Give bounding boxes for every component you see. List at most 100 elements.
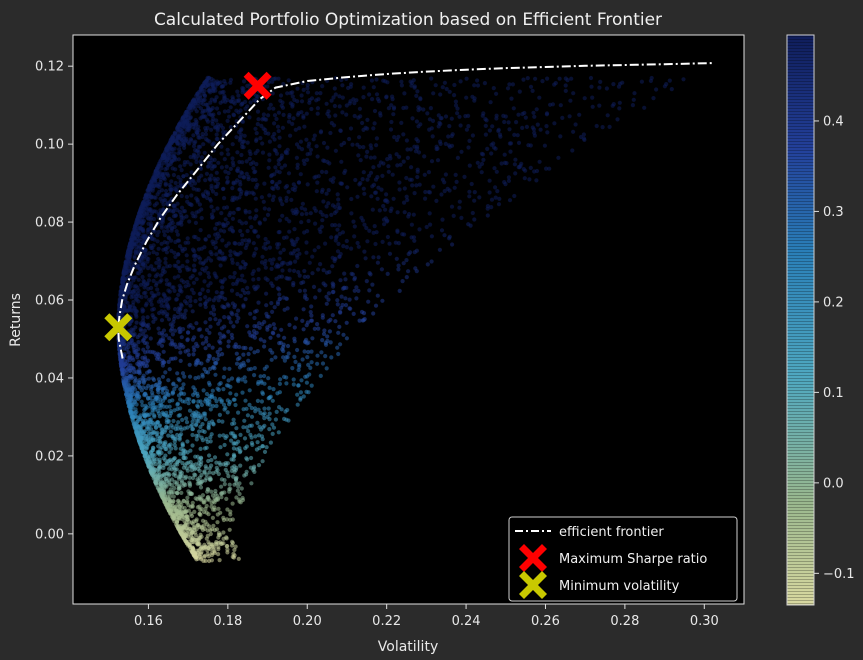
portfolio-point — [341, 244, 346, 249]
portfolio-point — [337, 223, 342, 228]
portfolio-point — [329, 121, 334, 126]
portfolio-point — [369, 194, 374, 199]
portfolio-point — [238, 135, 243, 140]
portfolio-point — [177, 244, 183, 249]
portfolio-point — [206, 83, 211, 88]
portfolio-point — [217, 558, 222, 563]
portfolio-point — [177, 283, 182, 288]
portfolio-point — [314, 189, 319, 194]
portfolio-point — [318, 262, 323, 267]
portfolio-point — [173, 254, 178, 260]
portfolio-point — [151, 474, 156, 479]
portfolio-point — [243, 208, 248, 213]
portfolio-point — [335, 192, 340, 197]
portfolio-point — [275, 286, 281, 291]
portfolio-point — [152, 209, 157, 214]
portfolio-point — [300, 318, 305, 323]
portfolio-point — [155, 239, 160, 244]
portfolio-point — [163, 256, 168, 261]
portfolio-point — [143, 357, 148, 362]
portfolio-point — [487, 178, 492, 183]
portfolio-point — [143, 263, 148, 268]
portfolio-point — [222, 229, 227, 234]
portfolio-point — [340, 95, 345, 100]
portfolio-point — [198, 424, 203, 430]
portfolio-point — [162, 233, 167, 238]
portfolio-point — [183, 308, 188, 313]
portfolio-point — [302, 274, 307, 279]
portfolio-point — [288, 133, 293, 138]
portfolio-point — [151, 315, 156, 320]
portfolio-point — [224, 496, 229, 501]
portfolio-point — [371, 311, 376, 316]
portfolio-point — [122, 346, 127, 351]
portfolio-point — [326, 201, 331, 206]
portfolio-point — [212, 455, 218, 460]
portfolio-point — [152, 237, 157, 242]
portfolio-point — [422, 154, 427, 159]
portfolio-point — [222, 205, 227, 210]
portfolio-point — [262, 449, 268, 454]
portfolio-point — [172, 316, 177, 321]
portfolio-point — [256, 117, 261, 122]
portfolio-point — [306, 362, 311, 367]
portfolio-point — [197, 291, 202, 297]
portfolio-point — [214, 527, 220, 532]
portfolio-point — [141, 315, 146, 320]
portfolio-point — [219, 144, 224, 149]
portfolio-point — [631, 97, 636, 102]
portfolio-point — [542, 143, 548, 148]
portfolio-point — [127, 393, 132, 398]
portfolio-point — [242, 418, 247, 423]
portfolio-point — [166, 378, 171, 383]
portfolio-point — [463, 114, 468, 119]
portfolio-point — [174, 344, 179, 350]
portfolio-point — [157, 461, 162, 466]
portfolio-point — [324, 366, 329, 371]
portfolio-point — [177, 307, 182, 313]
portfolio-point — [168, 442, 173, 447]
portfolio-point — [336, 330, 341, 335]
portfolio-point — [414, 269, 419, 274]
portfolio-point — [335, 298, 340, 303]
portfolio-point — [485, 213, 490, 218]
portfolio-point — [139, 241, 144, 246]
portfolio-point — [120, 280, 125, 285]
portfolio-point — [237, 219, 242, 224]
portfolio-point — [299, 110, 304, 115]
portfolio-point — [227, 213, 232, 218]
portfolio-point — [230, 216, 235, 221]
portfolio-point — [214, 290, 219, 295]
portfolio-point — [392, 135, 397, 140]
portfolio-point — [132, 347, 137, 352]
portfolio-point — [202, 367, 207, 372]
portfolio-point — [236, 316, 241, 321]
portfolio-point — [139, 362, 144, 367]
portfolio-point — [239, 170, 244, 175]
portfolio-point — [338, 342, 343, 347]
portfolio-point — [165, 388, 170, 394]
portfolio-point — [276, 110, 281, 115]
portfolio-point — [265, 414, 270, 419]
portfolio-point — [507, 82, 512, 87]
portfolio-point — [507, 127, 512, 132]
portfolio-point — [249, 455, 254, 461]
portfolio-point — [544, 124, 549, 129]
portfolio-point — [193, 214, 198, 219]
portfolio-point — [501, 113, 506, 118]
portfolio-point — [133, 275, 138, 280]
portfolio-point — [128, 385, 134, 390]
portfolio-point — [228, 105, 233, 110]
portfolio-point — [649, 75, 654, 81]
portfolio-point — [169, 489, 174, 494]
portfolio-point — [203, 346, 208, 351]
portfolio-point — [209, 558, 214, 563]
portfolio-point — [333, 148, 338, 153]
portfolio-point — [194, 527, 199, 532]
portfolio-point — [354, 98, 359, 103]
portfolio-point — [167, 199, 173, 205]
portfolio-point — [221, 224, 226, 229]
portfolio-point — [306, 218, 311, 224]
portfolio-point — [295, 165, 300, 170]
portfolio-point — [366, 299, 371, 304]
